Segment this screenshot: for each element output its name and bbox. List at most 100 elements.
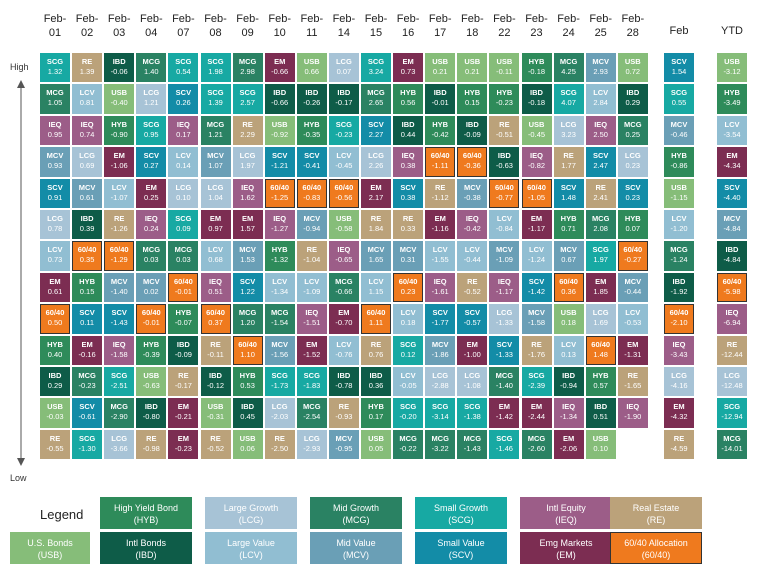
cell-asset: SCV: [79, 402, 95, 412]
cell-asset: USB: [592, 433, 609, 443]
cell-asset: EM: [177, 402, 190, 412]
table-cell: SCV 1.48: [553, 178, 584, 208]
cell-value: 0.36: [368, 381, 384, 390]
table-cell: MCG 2.65: [361, 84, 391, 114]
cell-asset: EM: [177, 433, 190, 443]
cell-asset: 60/40: [623, 245, 643, 255]
cell-value: 0.61: [79, 192, 95, 202]
cell-value: -0.63: [142, 381, 160, 390]
cell-asset: MCG: [206, 119, 225, 129]
cell-value: -2.93: [303, 443, 321, 453]
cell-value: -1.04: [303, 255, 321, 265]
cell-asset: SCG: [303, 371, 320, 380]
cell-asset: HYB: [79, 276, 96, 286]
cell-asset: USB: [47, 402, 63, 412]
table-cell: IBD -0.66: [264, 84, 295, 114]
table-cell: MCG 1.05: [40, 84, 70, 114]
cell-value: 0.40: [47, 349, 63, 359]
table-cell: 60/40 0.50: [40, 304, 70, 334]
cell-asset: 60/40: [141, 308, 161, 318]
table-cell: MCV -0.95: [328, 429, 359, 460]
cell-asset: 60/40: [334, 182, 354, 192]
cell-asset: MCV: [528, 308, 545, 318]
cell-value: 1.22: [240, 286, 255, 296]
table-cell: SCG 0.95: [136, 115, 167, 146]
cell-asset: EM: [338, 308, 350, 318]
table-cell: EM 0.97: [200, 210, 231, 240]
cell-value: 0.74: [79, 129, 95, 139]
table-cell: RE -0.17: [168, 367, 199, 397]
table-cell: IBD 0.29: [40, 367, 70, 397]
table-cell: HYB 0.56: [393, 84, 424, 114]
cell-asset: SCG: [175, 214, 192, 223]
legend-item: U.S. Bonds (USB): [10, 532, 90, 564]
table-cell: SCG -2.51: [104, 367, 135, 397]
cell-asset: SCV: [592, 151, 609, 161]
cell-asset: RE: [338, 402, 350, 412]
cell-asset: IEQ: [48, 119, 62, 129]
cell-asset: MCV: [110, 276, 128, 286]
table-cell: EM -0.66: [264, 53, 295, 83]
table-cell: HYB -0.35: [296, 115, 327, 146]
cell-value: -0.53: [624, 318, 642, 328]
table-cell: SCV -1.21: [264, 147, 295, 177]
table-cell: USB -0.40: [104, 84, 135, 114]
cell-asset: IBD: [337, 88, 351, 98]
cell-asset: SCV: [47, 182, 63, 192]
table-cell: EM -1.31: [617, 335, 648, 365]
cell-asset: HYB: [400, 88, 417, 98]
cell-asset: LCG: [239, 151, 256, 161]
table-cell: LCV 2.84: [585, 84, 616, 114]
cell-value: -0.57: [463, 318, 481, 328]
cell-value: 0.18: [561, 318, 576, 328]
cell-value: 0.11: [80, 318, 95, 328]
cell-asset: EM: [673, 402, 685, 412]
cell-asset: MCV: [271, 339, 289, 349]
table-cell: EM -1.06: [104, 147, 135, 177]
cell-value: -1.46: [495, 443, 513, 453]
cell-value: 0.76: [368, 349, 384, 359]
table-cell: IBD -0.12: [200, 367, 231, 397]
table-cell: LCV -3.54: [717, 115, 747, 146]
cell-asset: IBD: [626, 88, 640, 98]
table-cell: LCG 1.69: [585, 304, 616, 334]
cell-value: -0.20: [399, 412, 417, 422]
table-cell: SCV 0.11: [72, 304, 103, 334]
column-header: Feb- 10: [268, 13, 291, 39]
cell-asset: USB: [335, 214, 352, 223]
table-cell: MCV 2.93: [585, 53, 616, 83]
cell-value: -0.17: [174, 381, 192, 390]
cell-value: -0.05: [399, 381, 417, 390]
table-cell: RE -0.51: [489, 115, 520, 146]
cell-asset: LCV: [724, 119, 740, 129]
cell-value: 1.05: [47, 98, 63, 108]
cell-value: 4.07: [561, 98, 576, 108]
cell-asset: 60/40: [559, 276, 578, 286]
table-cell: SCG 3.24: [361, 53, 391, 83]
table-cell: IBD 0.39: [72, 210, 103, 240]
cell-value: -0.11: [496, 67, 513, 76]
table-cell: LCG -4.16: [664, 367, 694, 397]
table-cell: IEQ -1.58: [104, 335, 135, 365]
cell-value: 0.72: [625, 67, 641, 76]
table-cell: IEQ -1.61: [425, 272, 456, 303]
table-cell: MCV -1.40: [104, 272, 135, 303]
cell-value: 1.21: [143, 98, 159, 108]
table-cell: MCG -3.22: [425, 429, 456, 460]
cell-value: -1.24: [670, 255, 688, 265]
cell-asset: MCG: [431, 433, 449, 443]
table-cell: HYB -0.07: [168, 304, 199, 334]
cell-asset: IEQ: [465, 214, 479, 223]
cell-value: -0.66: [335, 286, 353, 296]
table-cell: MCV -0.44: [617, 272, 648, 303]
cell-value: -1.17: [527, 224, 546, 233]
table-cell: 60/40 0.23: [393, 272, 424, 303]
cell-value: -0.51: [495, 129, 513, 139]
cell-asset: SCG: [78, 433, 96, 443]
table-cell: MCG 0.03: [168, 241, 199, 271]
table-cell: IBD -0.63: [489, 147, 520, 177]
table-cell: MCV -4.84: [717, 210, 747, 240]
cell-value: -2.06: [560, 443, 578, 453]
table-cell: SCG 2.57: [232, 84, 263, 114]
table-cell: SCG 0.54: [168, 53, 199, 83]
